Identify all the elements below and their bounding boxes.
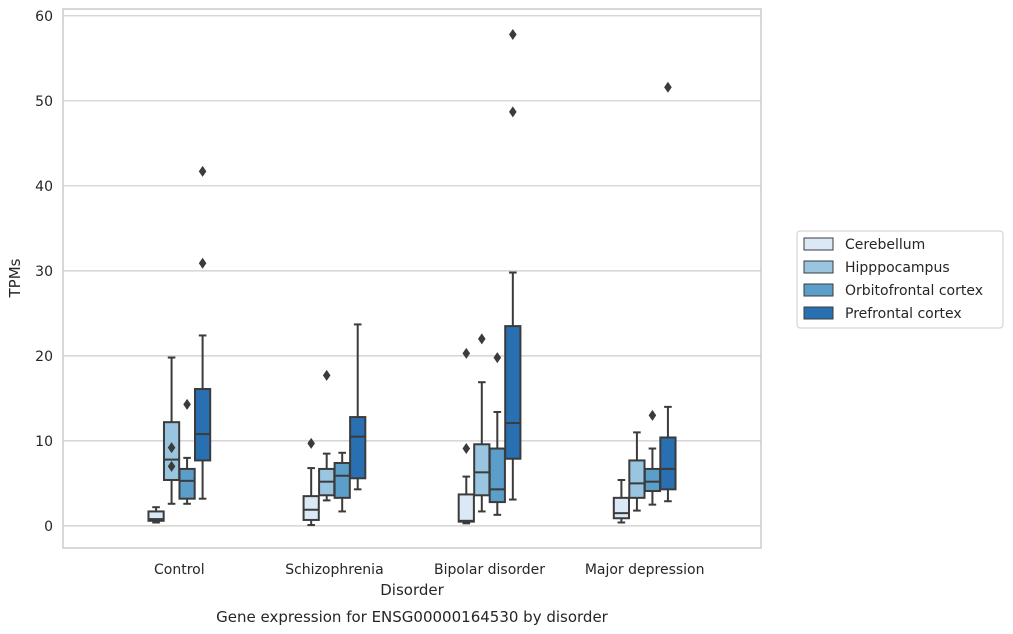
legend-swatch-2: [803, 283, 834, 297]
box-orbitofrontal-cortex-2: [488, 352, 506, 516]
legend-label-1: Hipppocampus: [845, 260, 950, 276]
y-axis-label: TPMs: [6, 258, 24, 298]
box-iqr: [349, 416, 367, 480]
box-hipppocampus-1: [318, 369, 336, 502]
box-iqr: [333, 461, 351, 499]
box-prefrontal-cortex-3: [659, 81, 677, 503]
legend-swatch-1: [803, 260, 834, 274]
outlier-point: [462, 347, 471, 359]
box-iqr: [659, 436, 677, 491]
box-prefrontal-cortex-0: [193, 165, 212, 500]
outlier-point: [664, 81, 672, 93]
legend-swatch-3: [803, 306, 834, 320]
box-cerebellum-3: [612, 478, 631, 524]
outlier-point: [183, 398, 191, 410]
outlier-point: [509, 29, 517, 41]
y-tick-60: 60: [35, 9, 53, 25]
box-iqr: [302, 495, 320, 521]
box-iqr: [488, 447, 506, 504]
box-cerebellum-1: [302, 437, 320, 527]
legend-label-2: Orbitofrontal cortex: [845, 283, 983, 299]
box-iqr: [457, 493, 475, 523]
box-iqr: [473, 443, 491, 497]
outlier-point: [462, 443, 471, 455]
outlier-point: [167, 442, 176, 454]
x-tick-bipolar-disorder: Bipolar disorder: [434, 562, 545, 578]
box-prefrontal-cortex-2: [504, 29, 522, 501]
outlier-point: [478, 333, 486, 345]
box-iqr: [193, 388, 212, 462]
y-tick-0: 0: [44, 519, 53, 535]
box-prefrontal-cortex-1: [349, 323, 367, 491]
x-tick-control: Control: [154, 562, 205, 578]
box-cerebellum-0: [147, 506, 165, 524]
y-tick-50: 50: [35, 94, 53, 110]
outlier-point: [493, 352, 502, 364]
legend-swatch-0: [803, 237, 834, 251]
box-orbitofrontal-cortex-1: [333, 451, 351, 513]
y-tick-20: 20: [35, 349, 53, 365]
box-iqr: [147, 510, 165, 522]
box-iqr: [628, 459, 646, 499]
legend: Cerebellum Hipppocampus Orbitofrontal cort…: [796, 230, 1004, 329]
box-iqr: [643, 467, 662, 493]
boxes-layer: [147, 29, 677, 527]
box-orbitofrontal-cortex-3: [643, 409, 662, 506]
box-iqr: [612, 496, 631, 520]
x-tick-schizophrenia: Schizophrenia: [285, 562, 383, 578]
y-tick-40: 40: [35, 179, 53, 195]
box-cerebellum-2: [457, 347, 475, 525]
legend-frame: [796, 230, 1004, 329]
x-tick-major-depression: Major depression: [585, 562, 705, 578]
chart-title: Gene expression for ENSG00000164530 by d…: [216, 608, 609, 626]
y-tick-10: 10: [35, 434, 53, 450]
x-tick-labels: Control Schizophrenia Bipolar disorder Majo…: [154, 562, 704, 578]
box-iqr: [178, 467, 196, 500]
outlier-point: [198, 165, 207, 177]
outlier-point: [322, 369, 331, 381]
plot-frame: [62, 8, 762, 549]
outlier-point: [167, 460, 176, 472]
outlier-point: [509, 106, 517, 118]
y-tick-30: 30: [35, 264, 53, 280]
box-hipppocampus-2: [473, 333, 491, 513]
legend-label-0: Cerebellum: [845, 237, 925, 253]
box-hipppocampus-0: [162, 356, 181, 505]
y-tick-labels: 0 10 20 30 40 50 60: [35, 9, 53, 535]
outlier-point: [307, 437, 315, 449]
outlier-point: [648, 409, 657, 421]
box-iqr: [504, 325, 522, 460]
outlier-point: [198, 257, 207, 269]
box-hipppocampus-3: [628, 431, 646, 512]
box-orbitofrontal-cortex-0: [178, 398, 196, 505]
x-axis-label: Disorder: [380, 581, 444, 599]
legend-label-3: Prefrontal cortex: [845, 306, 962, 322]
